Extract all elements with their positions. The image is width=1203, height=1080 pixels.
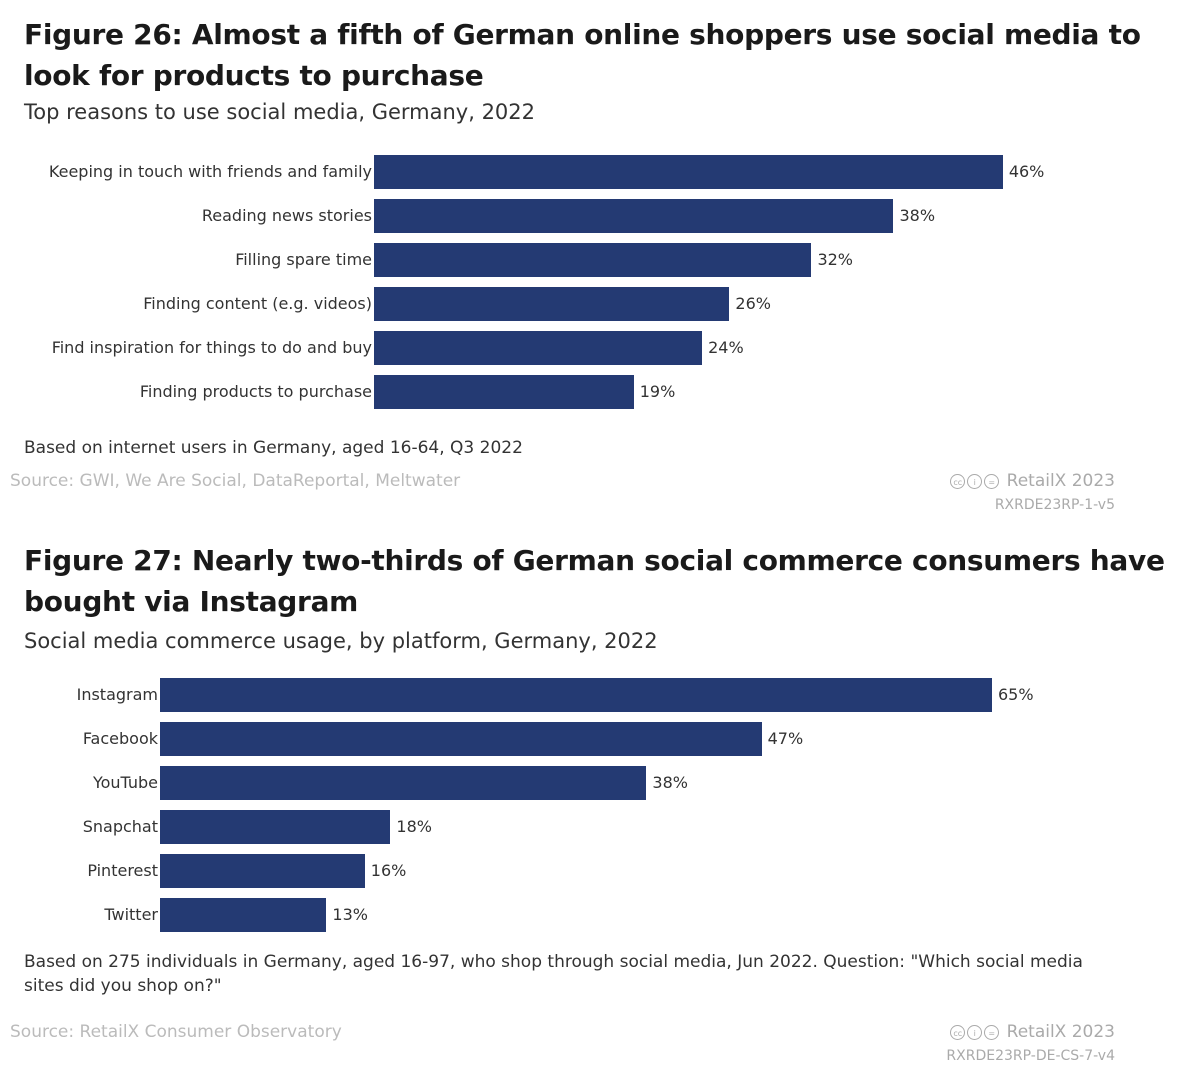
figure-26-source: Source: GWI, We Are Social, DataReportal…	[10, 471, 461, 491]
bar	[374, 243, 812, 277]
figure-27-code: RXRDE23RP-DE-CS-7-v4	[946, 1048, 1115, 1064]
figure-26-brand: cc i = RetailX 2023	[950, 471, 1115, 491]
figure-27-title: Figure 27: Nearly two-thirds of German s…	[24, 544, 1165, 618]
bar	[374, 199, 894, 233]
bar	[374, 375, 634, 409]
category-label: Twitter	[104, 905, 158, 924]
bar	[160, 810, 391, 844]
cc-license-icon: cc i =	[950, 1022, 1001, 1042]
figure-27-subtitle: Social media commerce usage, by platform…	[24, 629, 658, 653]
bar	[374, 331, 703, 365]
figure-26-title: Figure 26: Almost a fifth of German onli…	[24, 18, 1141, 92]
bar	[160, 722, 762, 756]
category-label: Reading news stories	[201, 206, 372, 225]
bar	[160, 678, 992, 712]
category-label: Instagram	[76, 685, 158, 704]
category-label: Finding content (e.g. videos)	[143, 294, 372, 313]
category-label: Keeping in touch with friends and family	[48, 162, 372, 181]
figure-27-brand: cc i = RetailX 2023	[950, 1022, 1115, 1042]
bar	[160, 854, 365, 888]
value-label: 16%	[370, 861, 407, 880]
bar	[160, 766, 647, 800]
figure-26-code: RXRDE23RP-1-v5	[994, 497, 1115, 513]
category-label: YouTube	[92, 773, 158, 792]
category-label: Facebook	[82, 729, 158, 748]
value-label: 26%	[735, 294, 771, 313]
value-label: 24%	[708, 338, 744, 357]
value-label: 47%	[767, 729, 804, 748]
figure-27-source: Source: RetailX Consumer Observatory	[10, 1022, 342, 1042]
figure-26-note: Based on internet users in Germany, aged…	[24, 438, 523, 458]
value-label: 46%	[1008, 162, 1045, 181]
category-label: Pinterest	[87, 861, 158, 880]
brand-label: RetailX 2023	[1006, 471, 1115, 491]
bar	[374, 155, 1003, 189]
figure-27-note: Based on 275 individuals in Germany, age…	[24, 952, 1083, 996]
cc-license-icon: cc i =	[950, 471, 1001, 491]
figure-26-subtitle: Top reasons to use social media, Germany…	[24, 100, 536, 124]
value-label: 65%	[998, 685, 1034, 704]
category-label: Filling spare time	[235, 250, 372, 269]
value-label: 19%	[639, 382, 676, 401]
brand-label: RetailX 2023	[1006, 1022, 1115, 1042]
value-label: 18%	[396, 817, 432, 836]
value-label: 13%	[332, 905, 368, 924]
value-label: 32%	[817, 250, 853, 269]
value-label: 38%	[899, 206, 936, 225]
category-label: Finding products to purchase	[139, 382, 372, 401]
bar	[160, 898, 327, 932]
value-label: 38%	[652, 773, 688, 792]
category-label: Snapchat	[82, 817, 158, 836]
bar	[374, 287, 730, 321]
category-label: Find inspiration for things to do and bu…	[51, 338, 372, 357]
